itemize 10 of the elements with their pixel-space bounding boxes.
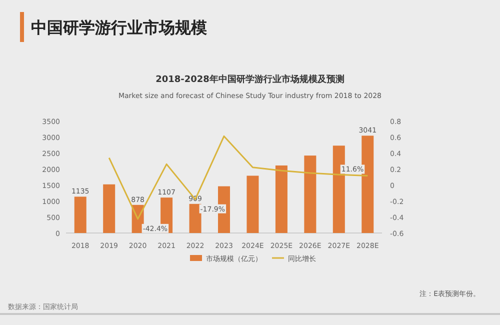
bar <box>103 184 116 233</box>
bar <box>362 136 374 233</box>
bar <box>304 156 316 233</box>
chart-title: 中国研学游行业市场规模 <box>31 18 207 37</box>
bar <box>74 196 86 233</box>
chart-subtitle: 2018-2028年中国研学游行业市场规模及预测 <box>156 74 344 85</box>
bar <box>246 176 259 233</box>
line-series <box>108 135 368 220</box>
bar <box>275 165 288 233</box>
bar <box>189 204 202 233</box>
